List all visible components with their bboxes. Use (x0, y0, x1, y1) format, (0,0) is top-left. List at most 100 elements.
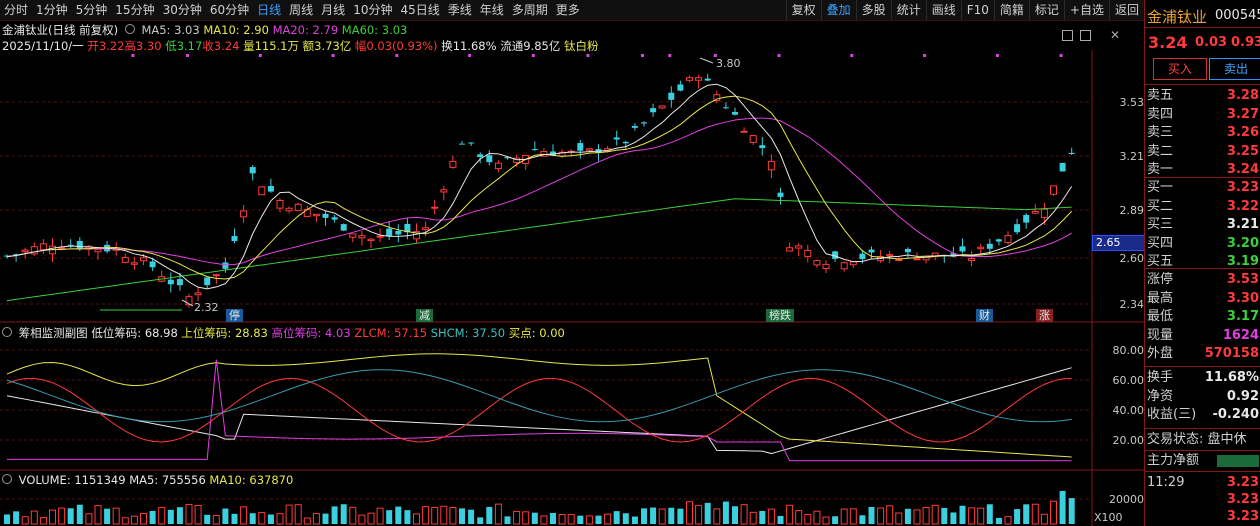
candle-body (285, 207, 293, 212)
stats-row[interactable]: 涨停 3.53 (1147, 270, 1259, 289)
marker-list-drop[interactable]: 榜跌 (766, 309, 794, 322)
tool-button-9[interactable]: 返回 (1108, 0, 1144, 20)
volume-bar (30, 510, 38, 525)
stats-row[interactable]: 外盘 570158 (1147, 344, 1259, 363)
tool-button-1[interactable]: 叠加 (820, 0, 856, 20)
candle-body (613, 137, 620, 140)
volume-bar (477, 517, 484, 524)
row-value: 1624 (1222, 327, 1259, 343)
tool-button-3[interactable]: 统计 (890, 0, 926, 20)
row-label: 买五 (1147, 254, 1174, 269)
tab-0[interactable]: 分时 (4, 3, 29, 17)
tab-1[interactable]: 1分钟 (36, 3, 68, 17)
bids-row[interactable]: 买一 3.23 (1147, 178, 1259, 197)
stats-row[interactable]: 最高 3.30 (1147, 289, 1259, 308)
asks-row[interactable]: 卖一 3.24 (1147, 160, 1259, 179)
asks-row[interactable]: 卖四 3.27 (1147, 105, 1259, 124)
volume-unit: X100 (1094, 511, 1123, 524)
tab-10[interactable]: 45日线 (400, 3, 440, 17)
stats2-row[interactable]: 净资 0.92 (1147, 387, 1259, 406)
asks-row[interactable]: 卖五 3.28 (1147, 86, 1259, 105)
volume-bar (331, 506, 338, 524)
volume-bar (376, 507, 384, 525)
marker-up[interactable]: 涨 (1036, 309, 1053, 322)
candle-body (231, 236, 238, 242)
tool-button-4[interactable]: 画线 (925, 0, 961, 20)
marker-halt[interactable]: 停 (226, 309, 243, 322)
volume-bar (959, 505, 966, 524)
volume-ma10-label: MA10: 637870 (209, 473, 294, 487)
expand-icon[interactable] (1062, 30, 1073, 41)
tab-4[interactable]: 30分钟 (162, 3, 202, 17)
signal-dot (641, 54, 644, 57)
stats-row[interactable]: 最低 3.17 (1147, 307, 1259, 326)
volume-bar (140, 512, 147, 525)
settings-icon[interactable] (2, 474, 12, 484)
tab-3[interactable]: 15分钟 (115, 3, 155, 17)
volume-bar (804, 514, 812, 525)
marker-finance[interactable]: 财 (976, 309, 993, 322)
zlcm-label: ZLCM: 57.15 (354, 326, 428, 340)
candle-body (267, 185, 274, 192)
range-label: 幅0.03(0.93%) (354, 39, 438, 53)
tab-13[interactable]: 多周期 (511, 3, 548, 17)
stats-row[interactable]: 现量 1624 (1147, 326, 1259, 345)
asks-row[interactable]: 卖三 3.26 (1147, 123, 1259, 142)
candle-body (204, 277, 211, 286)
indicator-tick: 80.00 (1112, 344, 1145, 357)
kline-chart[interactable]: 3.80 2.32 (0, 0, 1144, 526)
volume-bar (349, 506, 357, 525)
bids-row[interactable]: 买三 3.21 (1147, 215, 1259, 234)
volume-bar (367, 512, 375, 525)
tab-5[interactable]: 60分钟 (209, 3, 250, 17)
tab-12[interactable]: 年线 (479, 3, 504, 17)
volume-bar (950, 512, 957, 524)
row-value: 570158 (1204, 346, 1259, 361)
price-tick: 2.34 (1119, 298, 1145, 311)
close-panel-icon[interactable]: ✕ (1110, 28, 1121, 42)
settings-icon[interactable] (124, 24, 135, 34)
tool-button-6[interactable]: 简籍 (993, 0, 1029, 20)
tab-8[interactable]: 月线 (321, 3, 346, 17)
volume-bar (722, 501, 729, 524)
asks-row[interactable]: 卖二 3.25 (1147, 142, 1259, 161)
candle-body (39, 243, 47, 251)
tab-11[interactable]: 季线 (447, 3, 472, 17)
candle-body (977, 246, 985, 250)
tool-button-2[interactable]: 多股 (855, 0, 891, 20)
volume-bar (39, 517, 47, 525)
volume-bar (740, 504, 748, 525)
candle-body (849, 261, 857, 266)
tab-9[interactable]: 10分钟 (353, 3, 393, 17)
volume-bar (431, 506, 439, 525)
bids-row[interactable]: 买二 3.22 (1147, 197, 1259, 216)
buy-point-label: 买点: 0.00 (508, 326, 565, 340)
settings-icon[interactable] (2, 327, 12, 337)
minimize-panel-icon[interactable] (1080, 30, 1091, 41)
tab-7[interactable]: 周线 (289, 3, 314, 17)
row-label: 收益(三) (1147, 407, 1197, 422)
volume-bar (558, 513, 566, 525)
buy-button[interactable]: 买入 (1153, 58, 1207, 80)
tool-button-7[interactable]: 标记 (1028, 0, 1064, 20)
stats2-row[interactable]: 收益(三) -0.240 (1147, 405, 1259, 424)
tool-button-5[interactable]: F10 (960, 0, 994, 20)
candle-body (713, 94, 721, 102)
tool-button-8[interactable]: +自选 (1063, 0, 1109, 20)
candle-body (513, 157, 521, 163)
tab-6[interactable]: 日线 (257, 3, 282, 17)
bids-row[interactable]: 买四 3.20 (1147, 234, 1259, 253)
bids-row[interactable]: 买五 3.19 (1147, 252, 1259, 271)
marker-reduce[interactable]: 减 (416, 309, 433, 322)
main-flow-label: 主力净额 (1147, 453, 1200, 468)
candle-body (149, 261, 156, 268)
sell-button[interactable]: 卖出 (1209, 58, 1260, 80)
tab-14[interactable]: 更多 (555, 3, 580, 17)
stats2-row[interactable]: 换手 11.68% (1147, 368, 1259, 387)
row-value: 3.22 (1226, 198, 1259, 214)
volume-bars (4, 490, 1075, 525)
tool-button-0[interactable]: 复权 (785, 0, 821, 20)
candle-body (822, 263, 830, 270)
volume-bar (859, 515, 866, 524)
tab-2[interactable]: 5分钟 (75, 3, 108, 17)
